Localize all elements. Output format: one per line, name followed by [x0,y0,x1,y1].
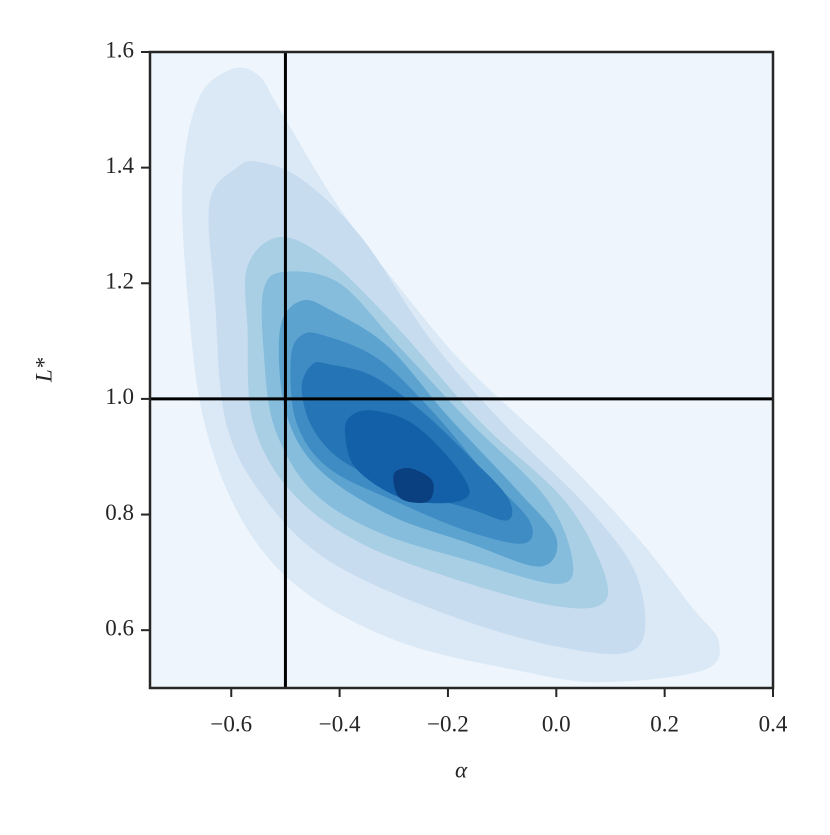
y-axis-label: L* [31,357,56,383]
x-axis-label: α [455,757,468,782]
contour-level [344,410,470,504]
y-tick-label: 1.2 [105,269,134,294]
plot-frame [148,50,775,690]
x-tick-label: −0.2 [427,711,469,736]
x-tick-label: 0.0 [542,711,571,736]
contour-level [393,468,434,503]
x-tick-label: −0.6 [210,711,252,736]
y-tick-label: 1.0 [105,384,134,409]
y-tick-label: 1.4 [105,153,134,178]
x-tick-label: −0.4 [319,711,361,736]
y-tick-label: 0.8 [105,500,134,525]
x-tick-label: 0.4 [759,711,788,736]
y-tick-label: 0.6 [105,615,134,640]
x-tick-label: 0.2 [650,711,679,736]
y-tick-label: 1.6 [105,37,134,62]
